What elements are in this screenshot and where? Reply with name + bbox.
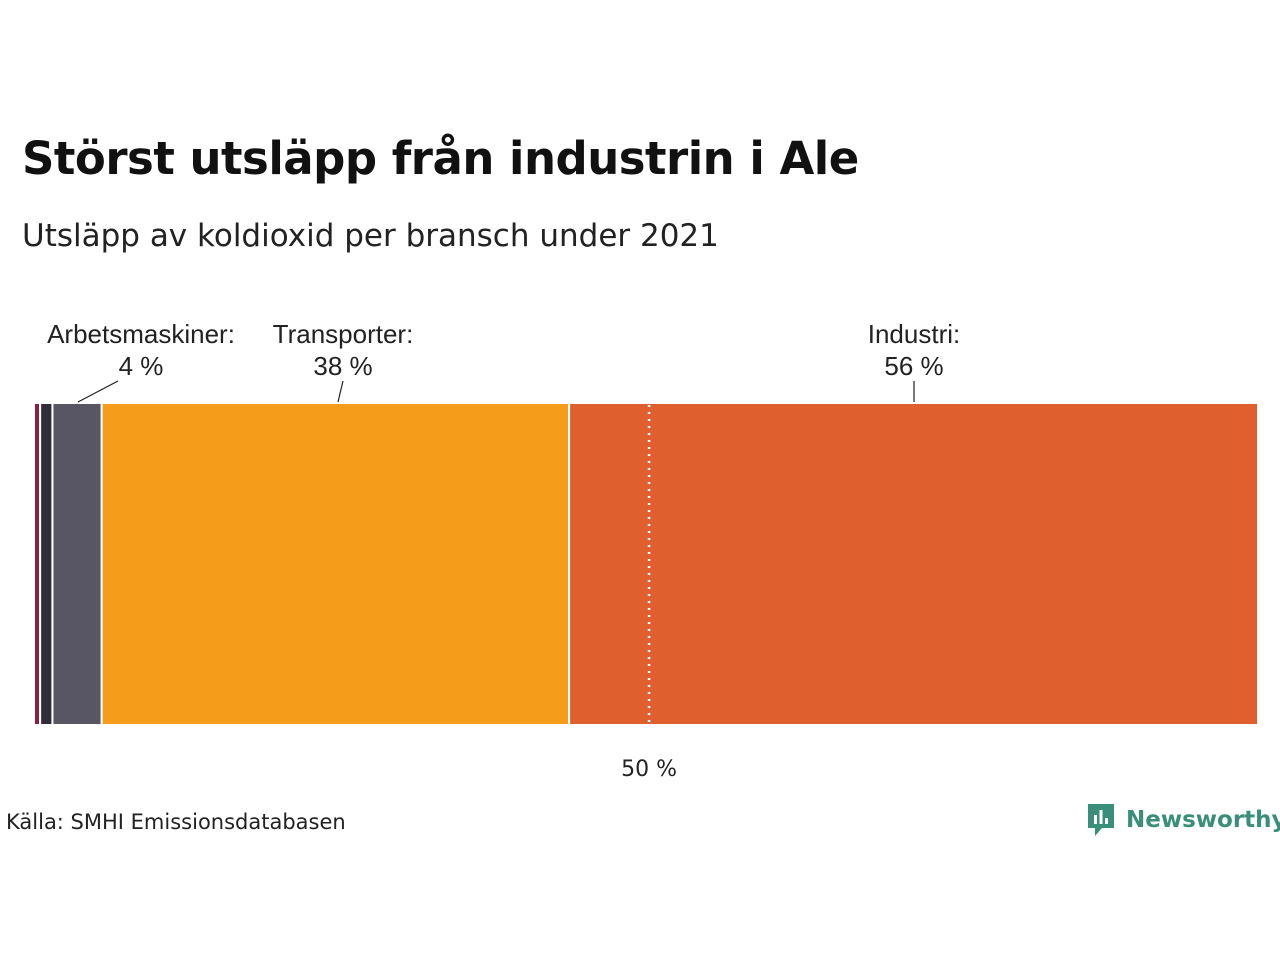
- segment-label-name: Transporter:: [273, 319, 414, 349]
- segment-label-name: Arbetsmaskiner:: [47, 319, 235, 349]
- segment-label-value: 56 %: [884, 351, 943, 381]
- source-note: Källa: SMHI Emissionsdatabasen: [6, 810, 346, 834]
- segment-label-value: 4 %: [119, 351, 164, 381]
- segment-label-value: 38 %: [313, 351, 372, 381]
- segment-leader-line: [77, 380, 119, 403]
- bar-segment-3[interactable]: [100, 402, 571, 726]
- chart-title: Störst utsläpp från industrin i Ale: [22, 132, 859, 185]
- brand-name: Newsworthy: [1126, 807, 1280, 833]
- bar-segment-4[interactable]: [568, 402, 1259, 726]
- bar-segment-2[interactable]: [51, 402, 103, 726]
- segment-labels: Arbetsmaskiner:4 % Transporter:38 % Indust…: [47, 319, 961, 403]
- newsworthy-logo-icon: [1088, 804, 1114, 836]
- bar-segment-1[interactable]: [39, 402, 54, 726]
- bar-segments: [33, 402, 1259, 726]
- segment-leader-line: [337, 380, 344, 403]
- brand-logo[interactable]: Newsworthy: [1086, 802, 1280, 838]
- segment-label-name: Industri:: [868, 319, 961, 349]
- reference-line-label: 50 %: [621, 757, 677, 782]
- stacked-bar-chart: Arbetsmaskiner:4 % Transporter:38 % Indust…: [33, 319, 1259, 782]
- reference-line-group: 50 %: [621, 405, 677, 782]
- chart-subtitle: Utsläpp av koldioxid per bransch under 2…: [22, 218, 719, 254]
